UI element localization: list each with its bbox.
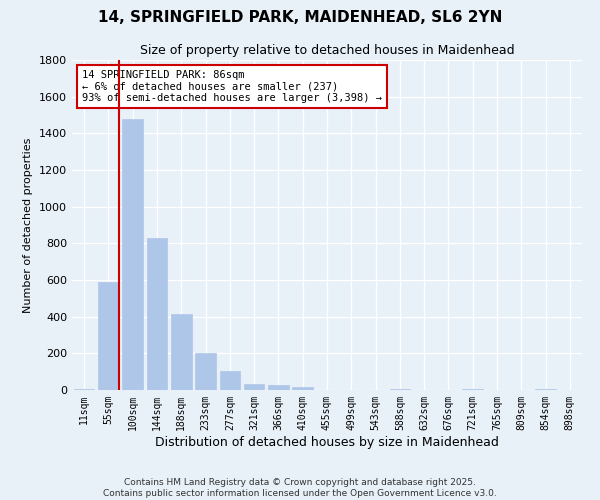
- Bar: [98, 282, 119, 390]
- Text: Contains HM Land Registry data © Crown copyright and database right 2025.
Contai: Contains HM Land Registry data © Crown c…: [103, 478, 497, 498]
- X-axis label: Distribution of detached houses by size in Maidenhead: Distribution of detached houses by size …: [155, 436, 499, 448]
- Text: 14 SPRINGFIELD PARK: 86sqm
← 6% of detached houses are smaller (237)
93% of semi: 14 SPRINGFIELD PARK: 86sqm ← 6% of detac…: [82, 70, 382, 103]
- Bar: [268, 386, 289, 390]
- Bar: [146, 238, 167, 390]
- Title: Size of property relative to detached houses in Maidenhead: Size of property relative to detached ho…: [140, 44, 514, 58]
- Bar: [195, 354, 216, 390]
- Bar: [463, 389, 483, 390]
- Y-axis label: Number of detached properties: Number of detached properties: [23, 138, 34, 312]
- Bar: [389, 389, 410, 390]
- Bar: [244, 384, 265, 390]
- Bar: [171, 314, 191, 390]
- Bar: [220, 371, 240, 390]
- Bar: [292, 387, 313, 390]
- Text: 14, SPRINGFIELD PARK, MAIDENHEAD, SL6 2YN: 14, SPRINGFIELD PARK, MAIDENHEAD, SL6 2Y…: [98, 10, 502, 25]
- Bar: [74, 389, 94, 390]
- Bar: [535, 389, 556, 390]
- Bar: [122, 118, 143, 390]
